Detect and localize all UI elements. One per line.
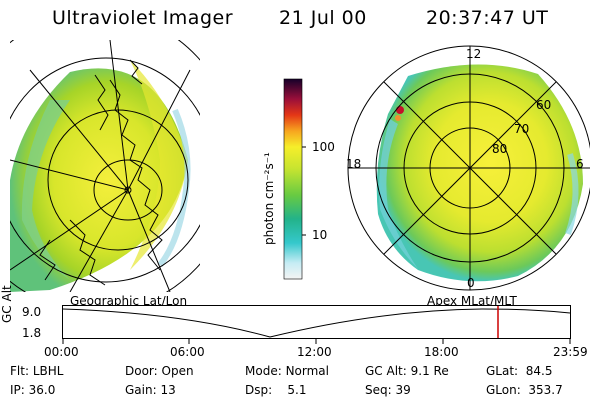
status-glon: GLon: 353.7 — [486, 383, 563, 397]
timeline-xtick-0000: 00:00 — [44, 345, 79, 359]
left-panel-label: Geographic Lat/Lon — [70, 294, 188, 308]
status-ip: IP: 36.0 — [10, 383, 56, 397]
timeline-xtick-0600: 06:00 — [170, 345, 205, 359]
mlt-label-18: 18 — [346, 157, 362, 171]
observation-date: 21 Jul 00 — [279, 7, 367, 29]
timeline-xtick-1200: 12:00 — [297, 345, 332, 359]
mlt-label-6: 6 — [576, 157, 584, 171]
colorbar-tick-10: 10 — [312, 228, 328, 242]
mlt-label-0: 0 — [467, 276, 475, 290]
auroral-oval-emission — [376, 64, 583, 282]
mlat-label-80: 80 — [492, 142, 508, 156]
timeline-ytick-top: 9.0 — [22, 305, 42, 319]
hotspot-marker — [396, 106, 404, 114]
geographic-auroral-image — [10, 40, 200, 292]
status-mode: Mode: Normal — [245, 364, 329, 378]
instrument-title: Ultraviolet Imager — [52, 7, 234, 29]
orbit-altitude-timeline — [62, 305, 571, 344]
timeline-ylabel: GC Alt — [0, 285, 14, 323]
timeline-ytick-bottom: 1.8 — [22, 326, 42, 340]
status-dsp: Dsp: 5.1 — [245, 383, 307, 397]
colorbar-gradient — [283, 78, 303, 280]
status-gc-alt: GC Alt: 9.1 Re — [365, 364, 449, 378]
mlat-label-70: 70 — [514, 122, 530, 136]
mlt-label-12: 12 — [466, 47, 482, 61]
colorbar-tick-100: 100 — [312, 140, 335, 154]
status-glat: GLat: 84.5 — [486, 364, 553, 378]
status-filter: Flt: LBHL — [10, 364, 64, 378]
mlat-label-60: 60 — [536, 98, 552, 112]
status-gain: Gain: 13 — [125, 383, 176, 397]
apex-polar-auroral-image — [347, 45, 590, 291]
status-seq: Seq: 39 — [365, 383, 411, 397]
colorbar-unit-label: photon cm⁻²s⁻¹ — [262, 152, 276, 245]
right-panel-label: Apex MLat/MLT — [427, 294, 517, 308]
altitude-curve — [62, 308, 571, 338]
observation-time: 20:37:47 UT — [426, 7, 549, 29]
coastline-path — [109, 79, 163, 271]
intensity-colorbar — [283, 78, 306, 280]
status-door: Door: Open — [125, 364, 194, 378]
timeline-xtick-1800: 18:00 — [424, 345, 459, 359]
timeline-xtick-2359: 23:59 — [553, 345, 588, 359]
